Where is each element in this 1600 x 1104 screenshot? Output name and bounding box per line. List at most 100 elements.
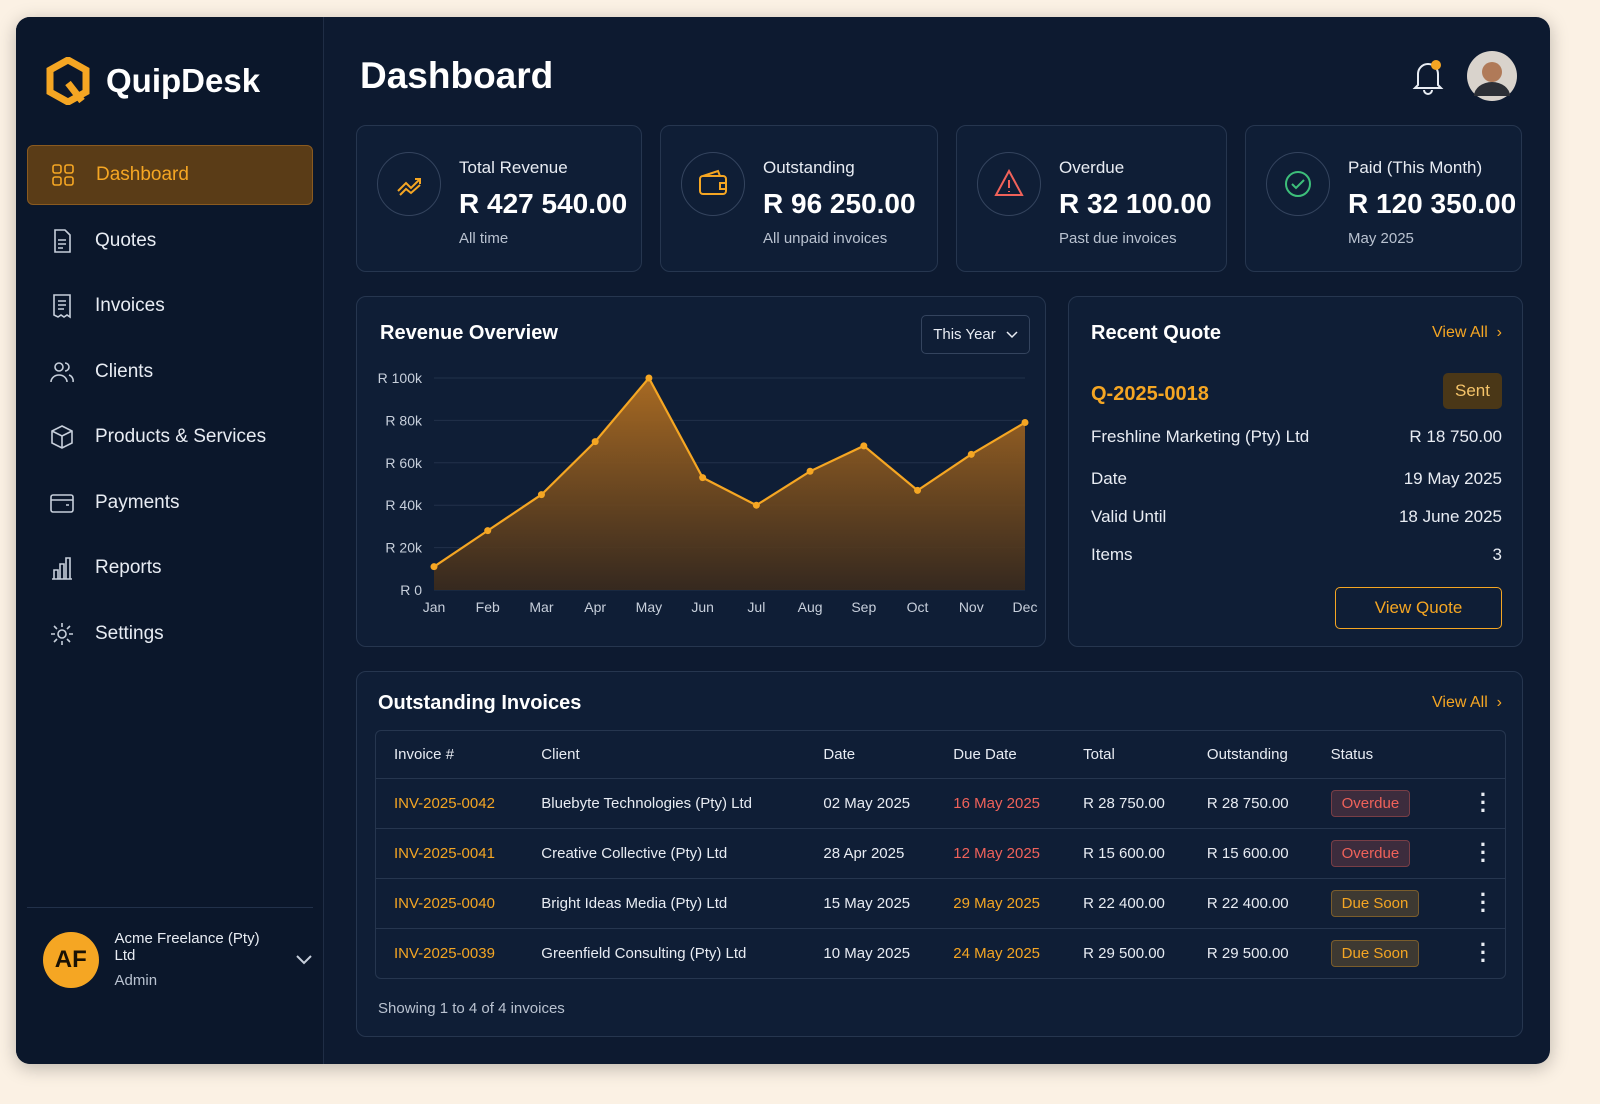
invoice-row: INV-2025-0039 Greenfield Consulting (Pty)…	[376, 928, 1505, 978]
nav-item[interactable]: Dashboard	[27, 145, 313, 205]
nav-label: Settings	[95, 622, 164, 644]
icon	[397, 178, 421, 196]
stat-note: All time	[459, 230, 509, 247]
table-footer: Showing 1 to 4 of 4 invoices	[378, 1000, 565, 1017]
nav-icon	[52, 557, 72, 580]
due-date: 12 May 2025	[935, 828, 1066, 879]
header-row: Invoice # Client Date Due Date Total Outstand…	[376, 731, 1505, 779]
point	[914, 486, 922, 494]
icon	[1285, 171, 1311, 197]
point	[860, 442, 868, 450]
total: R 28 750.00	[1065, 778, 1189, 829]
nav-icon	[51, 425, 73, 449]
chevron	[296, 954, 312, 964]
nav-icon	[53, 294, 71, 319]
stat-value: R 427 540.00	[459, 188, 628, 219]
bell[interactable]	[1412, 59, 1444, 95]
chart-title: Revenue Overview	[380, 322, 558, 344]
invoice-number[interactable]: INV-2025-0041	[376, 828, 524, 879]
stat-icon	[681, 152, 745, 216]
nav-item[interactable]: Products & Services	[27, 407, 313, 467]
area	[434, 378, 1025, 590]
nav-label: Products & Services	[95, 426, 267, 447]
row-menu[interactable]: · · ·	[1445, 778, 1505, 829]
status-cell: Due Soon	[1313, 928, 1445, 978]
x-tick-label: Mar	[529, 599, 553, 615]
stat-value: R 96 250.00	[763, 188, 916, 219]
quote-number[interactable]: Q-2025-0018	[1091, 383, 1209, 405]
nav-label: Invoices	[95, 295, 165, 316]
nav-item[interactable]: Clients	[27, 342, 313, 402]
column-header: Total	[1065, 731, 1189, 779]
status-cell: Overdue	[1312, 828, 1445, 879]
nav-label: Reports	[95, 557, 162, 578]
point	[537, 491, 545, 499]
date: 10 May 2025	[823, 944, 911, 962]
y-tick-label: R 80k	[385, 412, 423, 428]
column-header: Client	[523, 731, 806, 779]
logo	[46, 57, 90, 105]
client: Bluebyte Technologies (Pty) Ltd	[523, 778, 806, 829]
status-badge: Overdue	[1330, 789, 1411, 817]
x-tick-label: Aug	[798, 599, 823, 615]
row-menu[interactable]: · · ·	[1445, 828, 1505, 879]
outstanding: R 22 400.00	[1188, 878, 1313, 929]
point	[591, 438, 599, 446]
nav-label: Clients	[95, 360, 154, 382]
quote-row: Date 19 May 2025	[1091, 469, 1502, 489]
date: 15 May 2025	[805, 878, 936, 929]
x-tick-label: Dec	[1013, 599, 1038, 615]
stat-icon	[977, 152, 1041, 216]
status-badge: Overdue	[1330, 839, 1411, 867]
stat-note: All unpaid invoices	[763, 230, 888, 247]
stat-icon	[1266, 152, 1330, 216]
app: QuipDesk Dashboard Quotes Invoices Clients P…	[16, 17, 1550, 1064]
nav-item[interactable]: Quotes	[27, 211, 313, 271]
x-tick-label: Sep	[851, 599, 876, 615]
quote-row-label: Date	[1091, 469, 1127, 488]
stat-note: May 2025	[1348, 230, 1414, 247]
stat-card: Total Revenue R 427 540.00 All time	[356, 125, 642, 272]
quote-row: Valid Until 18 June 2025	[1091, 507, 1502, 527]
filter[interactable]: This Year	[921, 315, 1030, 354]
point	[806, 467, 814, 475]
row-menu[interactable]: · · ·	[1445, 878, 1505, 929]
nav-item[interactable]: Settings	[27, 604, 313, 664]
point	[699, 474, 707, 482]
nav-item[interactable]: Reports	[27, 538, 313, 598]
quote-amount: R 18 750.00	[1409, 427, 1502, 446]
column-header-actions	[1445, 731, 1505, 779]
nav-item[interactable]: Invoices	[27, 276, 313, 336]
view-quote-button[interactable]: View Quote	[1335, 587, 1502, 629]
point	[430, 563, 438, 571]
nav-label: Payments	[95, 491, 180, 513]
row-menu[interactable]: · · ·	[1479, 932, 1488, 974]
quote-row-value: 18 June 2025	[1398, 507, 1502, 526]
y-tick-label: R 60k	[385, 455, 423, 471]
column-header: Invoice #	[376, 731, 524, 779]
y-tick-label: R 100k	[378, 370, 423, 386]
status-badge: Due Soon	[1330, 889, 1420, 917]
view-all[interactable]: View All ›	[1432, 324, 1502, 341]
view-all[interactable]: View All ›	[1432, 694, 1502, 711]
point	[484, 527, 492, 535]
quote-row-value: 3	[1492, 545, 1502, 564]
invoice-number[interactable]: INV-2025-0040	[376, 878, 524, 929]
outstanding: R 28 750.00	[1188, 778, 1313, 829]
stat-label: Outstanding	[763, 158, 855, 177]
x-tick-label: Jan	[423, 599, 446, 615]
quote-client: Freshline Marketing (Pty) Ltd	[1091, 427, 1310, 446]
nav-item[interactable]: Payments	[27, 473, 313, 533]
y-tick-label: R 0	[400, 582, 422, 598]
nav-icon	[50, 361, 74, 382]
invoice-row: INV-2025-0042 Bluebyte Technologies (Pty)…	[376, 778, 1505, 829]
invoice-table-wrap: Invoice # Client Date Due Date Total Outstand…	[375, 730, 1506, 979]
icon	[994, 168, 1024, 196]
stat-label: Overdue	[1059, 158, 1125, 177]
column-header: Outstanding	[1188, 731, 1313, 779]
profile-photo[interactable]	[1466, 50, 1518, 102]
user[interactable]: AF Acme Freelance (Pty) Ltd Admin	[27, 907, 313, 989]
invoice-number[interactable]: INV-2025-0042	[376, 778, 524, 829]
invoice-number[interactable]: INV-2025-0039	[394, 944, 495, 962]
